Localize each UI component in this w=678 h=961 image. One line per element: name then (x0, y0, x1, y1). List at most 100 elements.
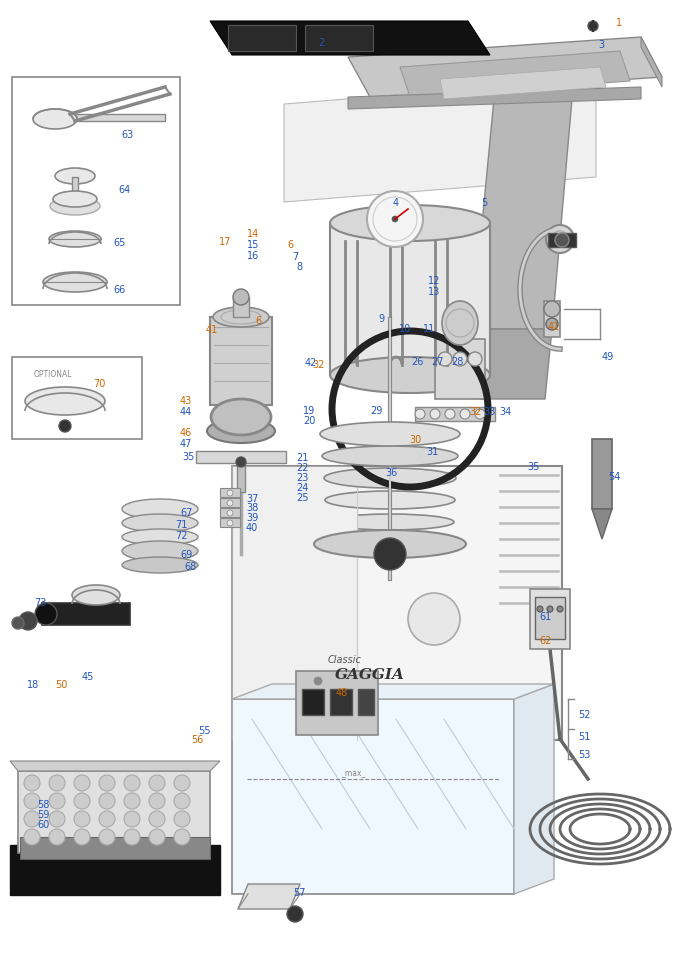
Text: 38: 38 (246, 503, 258, 512)
Circle shape (438, 353, 452, 366)
Bar (330, 689, 352, 715)
Text: 35: 35 (182, 452, 195, 461)
Text: 9: 9 (378, 313, 384, 324)
Text: 19: 19 (303, 406, 315, 415)
Circle shape (236, 457, 246, 467)
Ellipse shape (50, 198, 100, 216)
Text: 20: 20 (303, 415, 315, 426)
Bar (220, 519, 240, 528)
Text: 65: 65 (113, 237, 125, 248)
Bar (296, 672, 378, 735)
Text: 6: 6 (255, 315, 261, 326)
Polygon shape (472, 100, 572, 330)
Bar (220, 499, 240, 507)
Ellipse shape (330, 357, 490, 394)
Circle shape (174, 829, 190, 845)
Bar (535, 598, 565, 639)
Circle shape (74, 829, 90, 845)
Circle shape (588, 22, 598, 32)
Circle shape (12, 617, 24, 629)
Circle shape (149, 811, 165, 827)
Ellipse shape (211, 400, 271, 435)
Circle shape (546, 226, 574, 254)
Text: 71: 71 (175, 520, 187, 530)
Text: 52: 52 (578, 709, 591, 719)
Text: 31: 31 (426, 447, 438, 456)
Circle shape (74, 811, 90, 827)
Bar (18, 771, 210, 853)
Text: 70: 70 (93, 379, 105, 388)
Circle shape (227, 490, 233, 497)
Text: 14: 14 (247, 229, 259, 238)
Ellipse shape (55, 169, 95, 185)
Circle shape (174, 811, 190, 827)
Ellipse shape (33, 110, 77, 130)
Circle shape (367, 192, 423, 248)
Text: 18: 18 (27, 679, 39, 689)
Bar (544, 302, 560, 337)
Bar (548, 234, 576, 248)
Bar (210, 318, 272, 406)
Bar (415, 407, 495, 422)
Ellipse shape (25, 387, 105, 415)
Bar (42, 604, 130, 626)
Circle shape (74, 793, 90, 809)
Text: 26: 26 (411, 357, 423, 366)
Circle shape (35, 604, 57, 626)
Circle shape (415, 409, 425, 420)
Bar (70, 115, 165, 122)
Bar (10, 845, 220, 895)
Bar (305, 26, 373, 52)
Text: 57: 57 (293, 887, 306, 897)
Text: 47: 47 (180, 438, 193, 449)
Bar (12, 78, 180, 306)
Circle shape (99, 776, 115, 791)
Ellipse shape (207, 420, 275, 444)
Circle shape (547, 606, 553, 612)
Text: 40: 40 (246, 523, 258, 532)
Polygon shape (210, 22, 490, 56)
Ellipse shape (324, 469, 456, 488)
Ellipse shape (122, 530, 198, 546)
Text: 39: 39 (246, 512, 258, 523)
Text: 29: 29 (370, 406, 382, 415)
Circle shape (149, 793, 165, 809)
Ellipse shape (314, 530, 466, 558)
Text: 11: 11 (423, 324, 435, 333)
Text: 8: 8 (296, 261, 302, 272)
Polygon shape (641, 38, 662, 87)
Text: 23: 23 (296, 473, 308, 482)
Bar (233, 298, 249, 318)
Circle shape (227, 510, 233, 516)
Bar (20, 837, 210, 859)
Text: 41: 41 (206, 325, 218, 334)
Circle shape (174, 776, 190, 791)
Bar (232, 466, 357, 740)
Text: 3: 3 (598, 40, 604, 50)
Bar (228, 26, 296, 52)
Ellipse shape (72, 585, 120, 605)
Text: 35: 35 (527, 461, 540, 472)
Text: 58: 58 (37, 800, 49, 809)
Polygon shape (472, 330, 552, 400)
Bar (232, 700, 514, 894)
Bar (220, 488, 240, 498)
Ellipse shape (320, 423, 460, 447)
Circle shape (49, 793, 65, 809)
Text: 73: 73 (34, 598, 46, 607)
Circle shape (460, 409, 470, 420)
Text: 42: 42 (305, 357, 317, 368)
Circle shape (124, 793, 140, 809)
Text: 55: 55 (198, 726, 210, 735)
Bar (220, 508, 240, 517)
Circle shape (392, 217, 398, 223)
Text: Classic: Classic (328, 654, 362, 664)
Text: 48: 48 (336, 687, 348, 698)
Circle shape (546, 319, 558, 331)
Ellipse shape (122, 541, 198, 561)
Text: 64: 64 (118, 185, 130, 195)
Circle shape (445, 409, 455, 420)
Text: 46: 46 (180, 428, 193, 437)
Polygon shape (514, 684, 554, 894)
Circle shape (233, 289, 249, 306)
